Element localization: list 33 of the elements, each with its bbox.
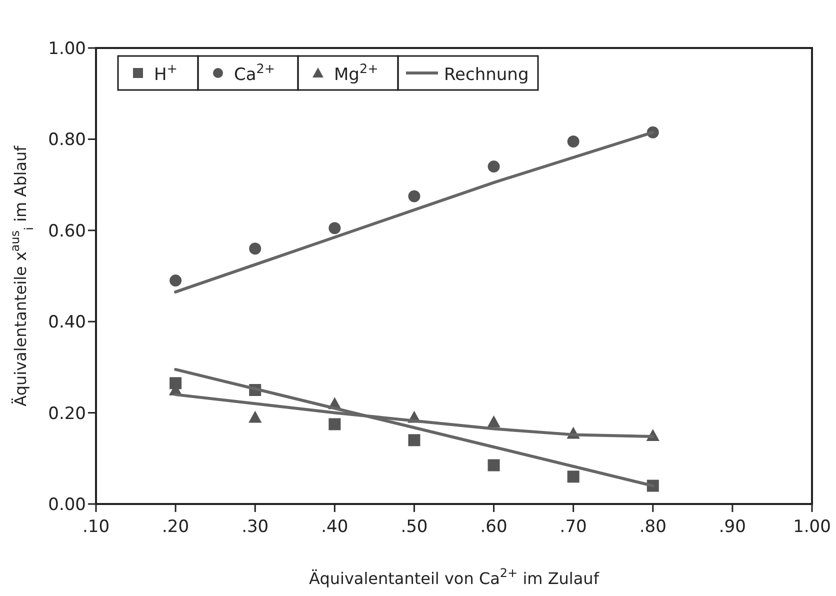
point — [567, 135, 580, 148]
legend-label: Ca$^{2+}$ — [234, 62, 276, 85]
point — [408, 434, 420, 446]
legend-label: H$^{+}$ — [154, 62, 178, 85]
x-tick-label: .60 — [480, 517, 508, 537]
y-tick-label: 1.00 — [48, 39, 86, 59]
legend-label: Mg$^{2+}$ — [334, 62, 378, 85]
y-tick-label: 0.80 — [48, 130, 86, 150]
point — [408, 190, 420, 202]
y-tick-label: 0.60 — [48, 221, 86, 242]
y-tick-label: 0.00 — [48, 495, 86, 515]
point — [488, 459, 500, 472]
x-tick-label: .80 — [639, 517, 666, 537]
x-axis-title: Äquivalentanteil von Ca$^{2+}$ im Zulauf — [309, 566, 600, 588]
x-tick-label: .10 — [82, 517, 110, 537]
x-tick-label: .70 — [560, 517, 587, 537]
point — [328, 222, 341, 234]
point — [488, 160, 500, 173]
point — [567, 470, 580, 483]
y-tick-label: 0.40 — [48, 312, 86, 333]
point — [328, 418, 341, 430]
point — [248, 410, 262, 423]
point — [487, 415, 500, 428]
x-tick-label: .40 — [321, 517, 348, 537]
x-tick-label: .90 — [718, 517, 746, 537]
x-tick-label: .30 — [242, 517, 269, 537]
point — [170, 274, 182, 287]
x-tick-label: .20 — [162, 517, 190, 537]
x-tick-label: 1.00 — [793, 517, 831, 537]
point — [249, 242, 262, 255]
legend-label: Rechnung — [444, 65, 529, 85]
y-tick-label: 0.20 — [48, 404, 86, 424]
x-tick-label: .50 — [400, 517, 428, 537]
